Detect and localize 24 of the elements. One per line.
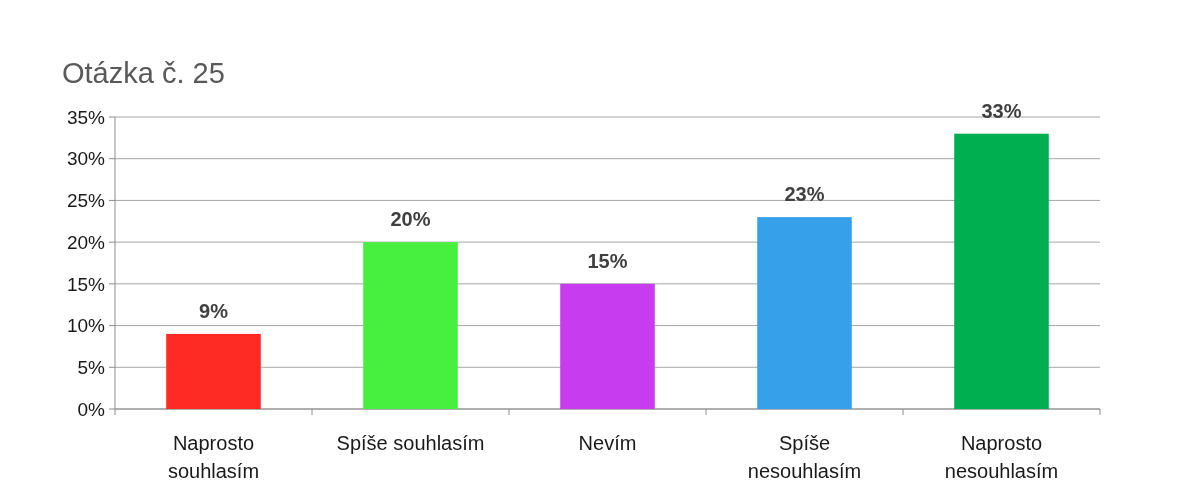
y-tick-label: 0% (77, 398, 106, 420)
y-tick-label: 30% (66, 148, 106, 170)
x-tick-label: Spíše nesouhlasím (747, 432, 862, 482)
y-tick-label: 15% (66, 273, 106, 295)
data-label: 20% (390, 208, 431, 231)
data-label: 23% (784, 183, 825, 206)
bar (560, 283, 655, 409)
data-label: 15% (587, 249, 628, 272)
y-tick-label: 20% (66, 231, 106, 253)
y-tick-label: 5% (77, 356, 106, 378)
y-tick-label: 35% (66, 106, 106, 128)
x-tick-label: Naprosto nesouhlasím (944, 432, 1059, 482)
x-tick-label: Nevím (578, 432, 637, 454)
bar (757, 217, 852, 409)
data-label: 9% (199, 299, 229, 322)
y-tick-label: 25% (66, 190, 106, 212)
x-tick-label: Naprosto souhlasím (167, 432, 260, 482)
bar (954, 133, 1049, 409)
bar (363, 242, 458, 409)
chart-title: Otázka č. 25 (62, 57, 225, 89)
x-tick-label: Spíše souhlasím (336, 432, 485, 454)
bar (166, 333, 261, 409)
data-label: 33% (981, 99, 1022, 122)
y-tick-label: 10% (66, 315, 106, 337)
